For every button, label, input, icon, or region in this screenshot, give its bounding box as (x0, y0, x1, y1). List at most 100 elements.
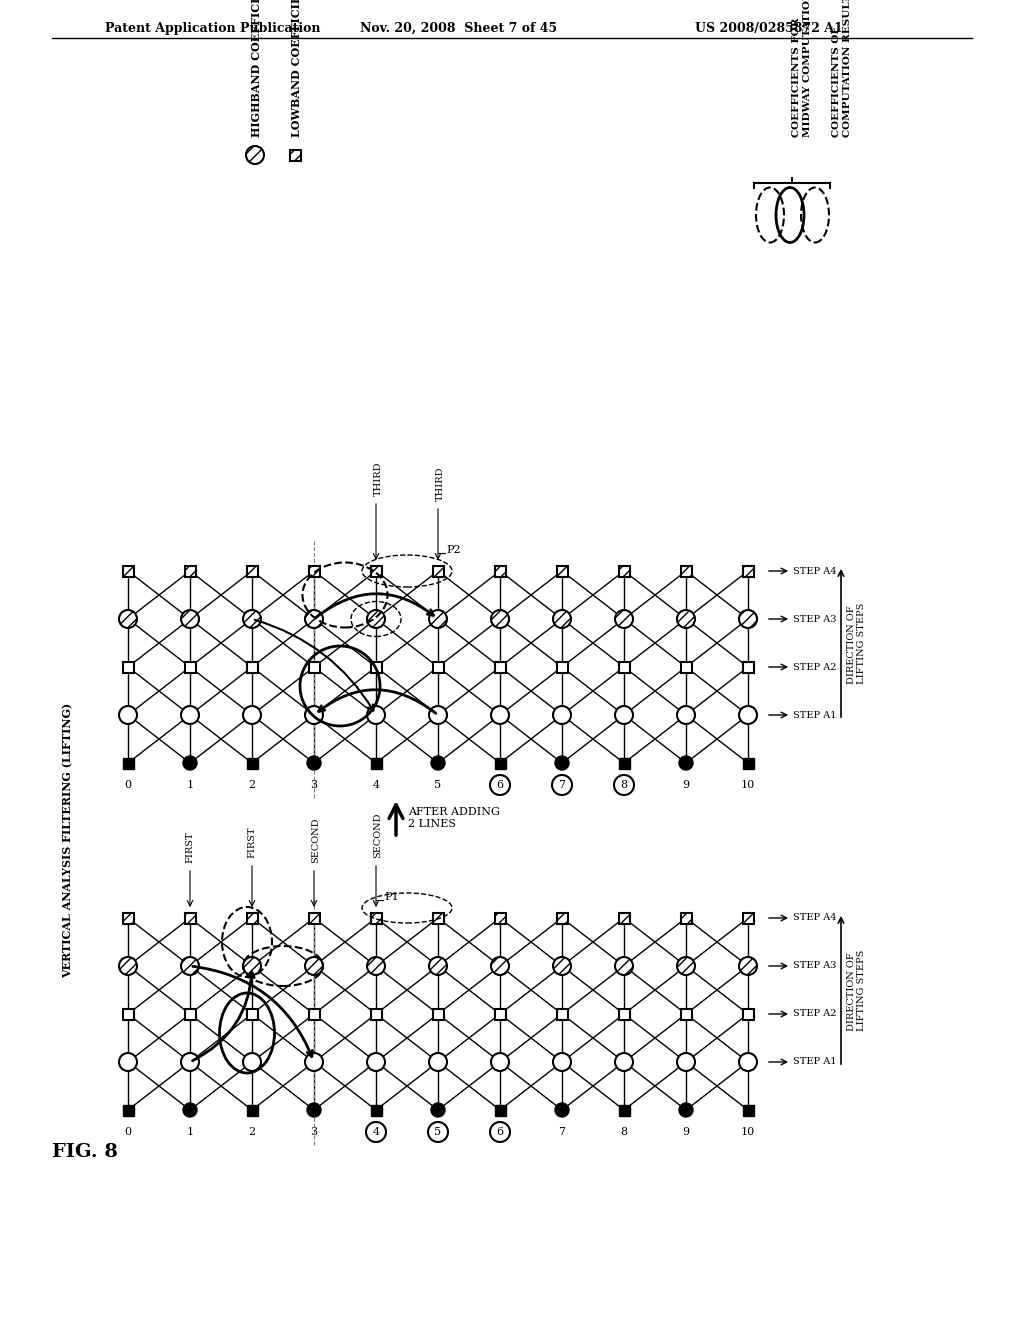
Text: STEP A3: STEP A3 (793, 961, 837, 970)
Circle shape (307, 756, 321, 770)
Circle shape (243, 706, 261, 723)
Circle shape (243, 610, 261, 628)
Text: 5: 5 (434, 1127, 441, 1137)
Circle shape (614, 775, 634, 795)
Circle shape (490, 957, 509, 975)
Bar (618, 661, 630, 672)
Text: THIRD: THIRD (374, 462, 383, 496)
Bar (371, 661, 382, 672)
Bar (247, 1105, 257, 1115)
Text: STEP A1: STEP A1 (793, 710, 837, 719)
Bar (123, 758, 133, 768)
Text: STEP A2: STEP A2 (793, 663, 837, 672)
Circle shape (615, 610, 633, 628)
Text: US 2008/0285872 A1: US 2008/0285872 A1 (695, 22, 843, 36)
Text: SECOND: SECOND (374, 813, 383, 858)
Circle shape (555, 1104, 569, 1117)
Text: FIG. 8: FIG. 8 (52, 1143, 118, 1162)
Text: 6: 6 (497, 1127, 504, 1137)
Bar (308, 565, 319, 577)
Text: THIRD: THIRD (435, 466, 444, 502)
Bar (495, 565, 506, 577)
Bar (681, 661, 691, 672)
Bar (247, 1008, 257, 1019)
Text: 1: 1 (186, 780, 194, 789)
Circle shape (739, 706, 757, 723)
Circle shape (431, 756, 445, 770)
Circle shape (428, 1122, 449, 1142)
Bar (556, 1008, 567, 1019)
Text: 3: 3 (310, 780, 317, 789)
Bar (432, 912, 443, 924)
Circle shape (679, 1104, 693, 1117)
Bar (247, 565, 257, 577)
Text: 2: 2 (249, 1127, 256, 1137)
Bar (247, 912, 257, 924)
Text: P1: P1 (384, 892, 398, 902)
Text: 9: 9 (682, 1127, 689, 1137)
Circle shape (181, 1053, 199, 1071)
Circle shape (367, 610, 385, 628)
Circle shape (490, 610, 509, 628)
Circle shape (429, 957, 447, 975)
Text: 7: 7 (558, 780, 565, 789)
Bar (556, 912, 567, 924)
Circle shape (367, 706, 385, 723)
Circle shape (553, 957, 571, 975)
Circle shape (615, 957, 633, 975)
Circle shape (183, 756, 197, 770)
Bar (308, 912, 319, 924)
Text: 7: 7 (558, 1127, 565, 1137)
Bar (681, 1008, 691, 1019)
Text: COEFFICIENTS OF
COMPUTATION RESULTS: COEFFICIENTS OF COMPUTATION RESULTS (833, 0, 852, 137)
Bar (123, 661, 133, 672)
Text: 0: 0 (125, 1127, 131, 1137)
Circle shape (615, 706, 633, 723)
Text: 10: 10 (741, 780, 755, 789)
Text: Nov. 20, 2008  Sheet 7 of 45: Nov. 20, 2008 Sheet 7 of 45 (360, 22, 557, 36)
Bar (618, 1105, 630, 1115)
Circle shape (739, 610, 757, 628)
Bar (247, 661, 257, 672)
Text: AFTER ADDING
2 LINES: AFTER ADDING 2 LINES (408, 808, 500, 829)
Circle shape (305, 1053, 323, 1071)
Bar (495, 912, 506, 924)
Circle shape (429, 706, 447, 723)
Bar (371, 1105, 382, 1115)
Bar (618, 912, 630, 924)
Circle shape (181, 610, 199, 628)
Bar (184, 565, 196, 577)
Bar (556, 565, 567, 577)
Circle shape (307, 1104, 321, 1117)
Circle shape (305, 957, 323, 975)
Bar (371, 912, 382, 924)
Circle shape (305, 610, 323, 628)
Text: 2: 2 (249, 780, 256, 789)
Bar (618, 758, 630, 768)
Bar (184, 1008, 196, 1019)
Circle shape (677, 610, 695, 628)
Circle shape (119, 706, 137, 723)
Circle shape (243, 1053, 261, 1071)
Circle shape (490, 1053, 509, 1071)
Circle shape (119, 957, 137, 975)
Bar (495, 1008, 506, 1019)
Circle shape (366, 1122, 386, 1142)
Text: SECOND: SECOND (311, 817, 321, 863)
Bar (371, 565, 382, 577)
Bar (742, 661, 754, 672)
Text: 5: 5 (434, 780, 441, 789)
Circle shape (739, 957, 757, 975)
Text: STEP A4: STEP A4 (793, 913, 837, 923)
Circle shape (119, 610, 137, 628)
Circle shape (490, 775, 510, 795)
Bar (308, 661, 319, 672)
Circle shape (677, 957, 695, 975)
Bar (308, 1008, 319, 1019)
Text: FIRST: FIRST (248, 826, 256, 858)
Circle shape (183, 1104, 197, 1117)
Circle shape (553, 1053, 571, 1071)
Text: 6: 6 (497, 780, 504, 789)
Text: 4: 4 (373, 780, 380, 789)
Text: DIRECTION OF
LIFTING STEPS: DIRECTION OF LIFTING STEPS (847, 602, 866, 684)
